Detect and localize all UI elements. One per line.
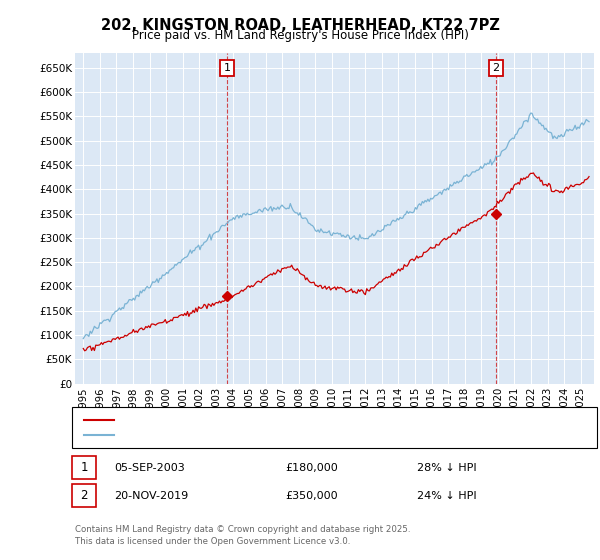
Text: Price paid vs. HM Land Registry's House Price Index (HPI): Price paid vs. HM Land Registry's House …	[131, 29, 469, 42]
Text: £180,000: £180,000	[285, 463, 338, 473]
Text: 28% ↓ HPI: 28% ↓ HPI	[417, 463, 476, 473]
Text: 2: 2	[80, 489, 88, 502]
Text: 1: 1	[224, 63, 230, 73]
Text: 2: 2	[493, 63, 500, 73]
Text: 24% ↓ HPI: 24% ↓ HPI	[417, 491, 476, 501]
Text: £350,000: £350,000	[285, 491, 338, 501]
Text: 05-SEP-2003: 05-SEP-2003	[114, 463, 185, 473]
Text: Contains HM Land Registry data © Crown copyright and database right 2025.
This d: Contains HM Land Registry data © Crown c…	[75, 525, 410, 546]
Text: HPI: Average price, semi-detached house, Mole Valley: HPI: Average price, semi-detached house,…	[120, 430, 389, 440]
Text: 1: 1	[80, 461, 88, 474]
Text: 20-NOV-2019: 20-NOV-2019	[114, 491, 188, 501]
Text: 202, KINGSTON ROAD, LEATHERHEAD, KT22 7PZ: 202, KINGSTON ROAD, LEATHERHEAD, KT22 7P…	[101, 18, 499, 34]
Text: 202, KINGSTON ROAD, LEATHERHEAD, KT22 7PZ (semi-detached house): 202, KINGSTON ROAD, LEATHERHEAD, KT22 7P…	[120, 415, 481, 425]
